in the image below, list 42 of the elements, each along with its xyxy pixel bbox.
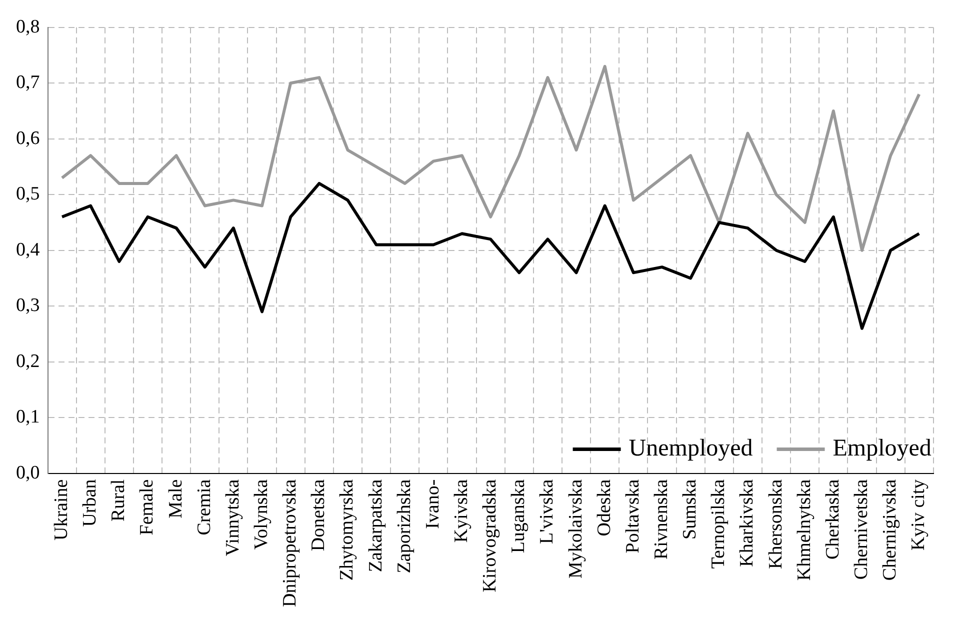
- x-tick-label: Dnipropetrovska: [280, 478, 301, 608]
- y-tick-label: 0,7: [16, 72, 40, 94]
- x-tick-label: Chernigivska: [880, 478, 901, 581]
- y-tick-label: 0,5: [16, 184, 40, 205]
- x-tick-label: Urban: [80, 478, 101, 527]
- y-tick-label: 0,6: [16, 128, 40, 149]
- x-tick-label: Khersonska: [765, 478, 786, 570]
- x-tick-label: Odeska: [594, 478, 615, 536]
- x-tick-label: Poltavska: [622, 478, 644, 554]
- x-tick-label: Ukraine: [51, 479, 72, 541]
- x-tick-label: Kirovogradska: [480, 478, 501, 592]
- x-tick-label: Cremia: [194, 478, 215, 536]
- x-tick-label: L'vivska: [536, 478, 558, 544]
- x-tick-label: Kyiv city: [908, 478, 930, 551]
- y-tick-label: 0,8: [16, 16, 40, 38]
- x-tick-label: Kyivska: [451, 478, 472, 543]
- x-tick-label: Luganska: [508, 478, 530, 554]
- x-tick-label: Chernivetska: [850, 478, 872, 580]
- legend-label: Unemployed: [628, 436, 753, 462]
- x-tick-label: Zaporizhska: [394, 478, 415, 574]
- x-tick-label: Rivnenska: [650, 478, 672, 560]
- y-tick-label: 0,3: [16, 295, 40, 316]
- y-tick-label: 0,1: [16, 406, 40, 428]
- x-tick-label: Ternopilska: [708, 478, 730, 569]
- legend-label: Employed: [832, 436, 932, 462]
- x-tick-label: Sumska: [680, 478, 701, 540]
- y-tick-label: 0,2: [16, 350, 40, 372]
- x-tick-label: Vinnytska: [222, 478, 244, 556]
- x-tick-label: Female: [136, 479, 158, 536]
- x-tick-label: Mykolaivska: [565, 478, 586, 579]
- y-tick-label: 0,0: [16, 462, 40, 484]
- x-tick-label: Volynska: [251, 478, 272, 550]
- y-tick-label: 0,4: [16, 239, 40, 260]
- x-tick-label: Rural: [108, 479, 130, 522]
- x-tick-label: Zhytomyrska: [336, 478, 358, 581]
- x-tick-label: Ivano-: [422, 479, 444, 529]
- x-tick-label: Khmelnytska: [794, 478, 815, 581]
- x-tick-label: Donetska: [308, 478, 330, 552]
- x-tick-label: Cherkaska: [822, 478, 844, 560]
- x-tick-label: Zakarpatska: [365, 478, 386, 572]
- x-tick-label: Male: [165, 479, 186, 518]
- x-tick-label: Kharkivska: [736, 478, 758, 567]
